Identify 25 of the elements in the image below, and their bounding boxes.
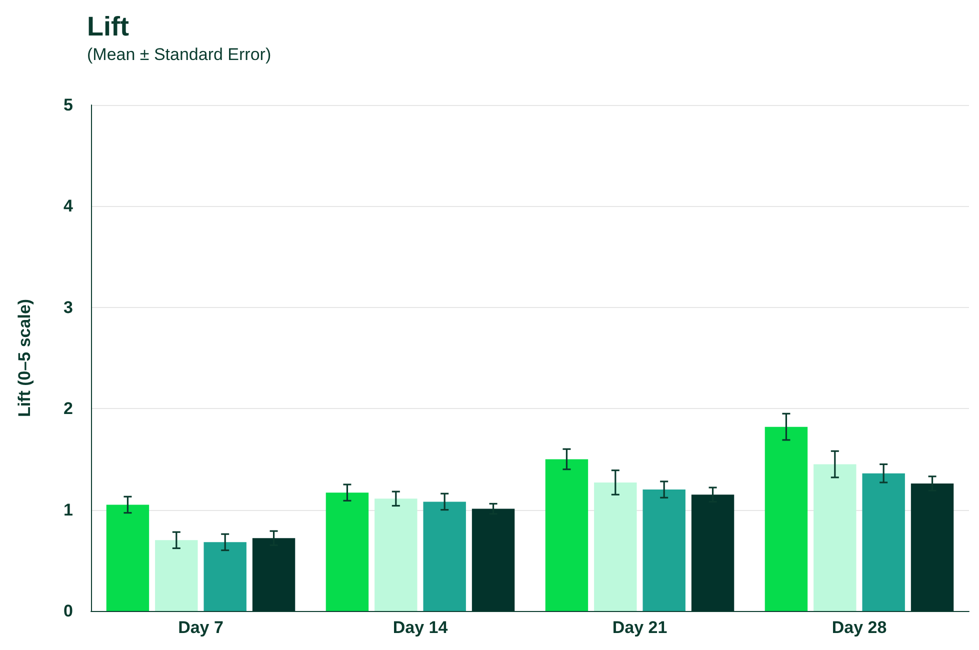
chart-title: Lift (87, 12, 129, 42)
bar (545, 459, 588, 611)
bar (642, 490, 686, 611)
bar (764, 426, 808, 611)
y-axis-title: Lift (0–5 scale) (15, 298, 34, 418)
x-tick-label: Day 21 (612, 618, 668, 637)
y-tick-label: 3 (64, 298, 73, 317)
bar (326, 492, 369, 611)
y-tick-label: 1 (64, 500, 73, 520)
chart-subtitle: (Mean ± Standard Error) (87, 45, 272, 64)
bar (862, 473, 905, 611)
bar (814, 464, 856, 611)
y-tick-label: 2 (64, 399, 73, 418)
y-tick-label: 0 (64, 602, 73, 620)
bar (204, 542, 246, 611)
y-tick-label: 5 (64, 96, 73, 114)
bar (106, 504, 150, 611)
x-tick-label: Day 7 (178, 618, 224, 637)
bar (374, 498, 418, 611)
x-tick-label: Day 28 (832, 618, 887, 637)
y-tick-label: 4 (64, 196, 74, 216)
x-tick-label: Day 14 (392, 618, 448, 637)
bar (155, 540, 198, 611)
bar (423, 502, 466, 611)
bar (594, 482, 637, 611)
